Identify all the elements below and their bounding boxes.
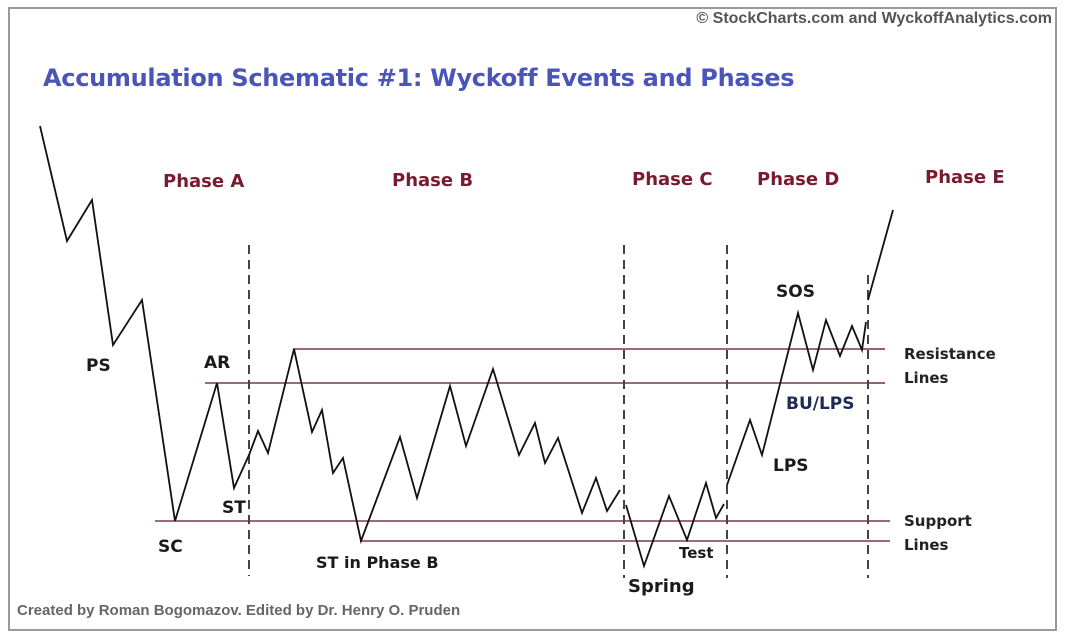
event-ar: AR: [204, 353, 231, 373]
event-st: ST: [222, 498, 246, 518]
event-ps: PS: [86, 356, 111, 376]
event-bu-lps: BU/LPS: [786, 394, 855, 414]
resistance-lines-label: Resistance Lines: [904, 342, 996, 390]
resistance-label-line2: Lines: [904, 369, 949, 387]
support-lines: [155, 520, 890, 542]
phase-d-label: Phase D: [757, 169, 840, 190]
price-path-phase-c: [625, 479, 725, 569]
support-label-line1: Support: [904, 512, 972, 530]
event-spring: Spring: [628, 576, 695, 597]
price-path-phase-e: [867, 209, 894, 301]
support-label-line2: Lines: [904, 536, 949, 554]
price-path: [39, 125, 621, 545]
phase-a-label: Phase A: [163, 171, 245, 192]
diagram-frame: [8, 7, 1057, 631]
credit-footer: Created by Roman Bogomazov. Edited by Dr…: [17, 602, 461, 619]
event-test: Test: [679, 544, 714, 562]
resistance-label-line1: Resistance: [904, 345, 996, 363]
diagram-title: Accumulation Schematic #1: Wyckoff Event…: [43, 64, 795, 92]
price-path-phase-d: [726, 309, 867, 486]
event-lps: LPS: [773, 456, 809, 476]
phase-b-label: Phase B: [392, 170, 474, 191]
event-sos: SOS: [776, 282, 815, 302]
event-st-in-phase-b: ST in Phase B: [316, 553, 439, 572]
phase-dividers: [248, 245, 869, 578]
support-lines-label: Support Lines: [904, 509, 972, 557]
resistance-lines: [205, 348, 885, 384]
copyright-notice: © StockCharts.com and WyckoffAnalytics.c…: [696, 10, 1052, 27]
event-sc: SC: [158, 537, 183, 557]
phase-c-label: Phase C: [632, 169, 713, 190]
phase-e-label: Phase E: [925, 167, 1005, 188]
